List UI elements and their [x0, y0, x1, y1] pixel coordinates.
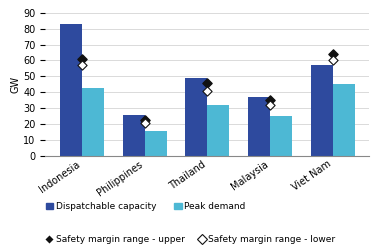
Point	[79, 57, 85, 61]
Bar	[60, 24, 82, 156]
Point	[204, 89, 210, 93]
Y-axis label: GW: GW	[10, 76, 20, 93]
Bar	[207, 105, 229, 156]
Bar	[145, 131, 167, 156]
Bar	[185, 78, 207, 156]
Bar	[311, 65, 333, 156]
Legend: Safety margin range - upper, Safety margin range - lower: Safety margin range - upper, Safety marg…	[42, 231, 339, 247]
Bar	[123, 115, 145, 156]
Legend: Dispatchable capacity, Peak demand: Dispatchable capacity, Peak demand	[42, 199, 249, 215]
Point	[330, 58, 336, 62]
Point	[142, 121, 148, 125]
Point	[142, 117, 148, 121]
Bar	[270, 116, 292, 156]
Point	[79, 63, 85, 67]
Bar	[333, 84, 355, 156]
Point	[267, 103, 273, 107]
Point	[330, 52, 336, 56]
Bar	[248, 97, 270, 156]
Point	[267, 98, 273, 102]
Bar	[82, 88, 104, 156]
Point	[204, 81, 210, 85]
